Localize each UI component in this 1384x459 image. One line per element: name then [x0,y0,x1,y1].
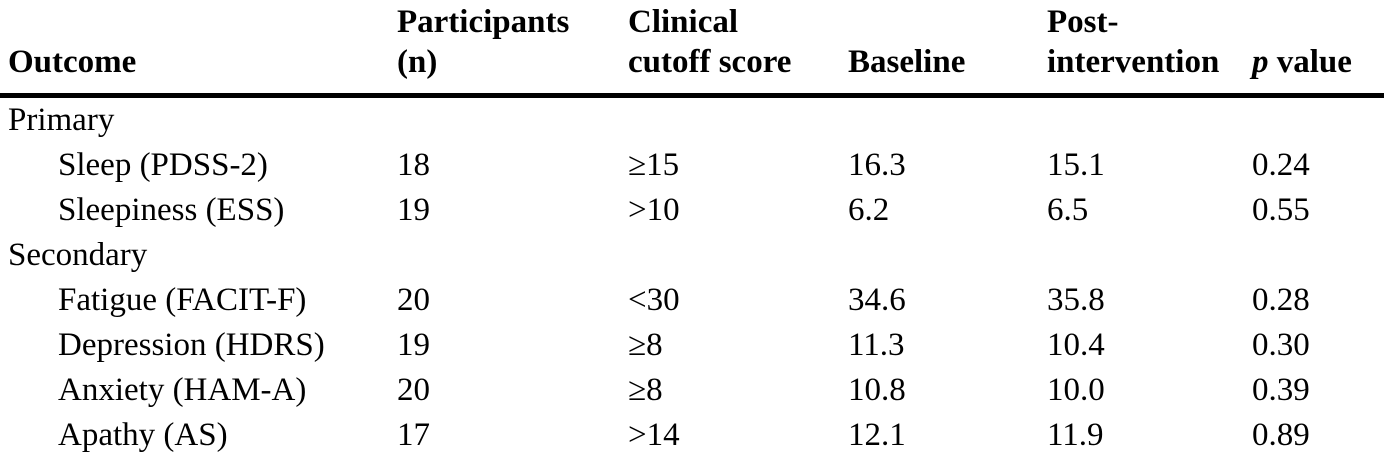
baseline-cell: 10.8 [848,372,906,408]
cutoff-cell: ≥8 [628,372,663,408]
outcome-cell: Sleepiness (ESS) [58,192,285,228]
header-row: Outcome Participants (n) Clinical cutoff… [0,0,1384,98]
p-value-cell [1242,96,1384,144]
post-intervention-cell: 6.5 [1047,192,1089,228]
p-value-cell: 0.89 [1252,417,1310,453]
participants-cell: 17 [397,417,430,453]
baseline-cell: 6.2 [848,192,890,228]
outcome-cell: Apathy (AS) [58,417,228,453]
participants-cell: 20 [397,372,430,408]
baseline-cell: 34.6 [848,282,906,318]
cutoff-cell [618,233,838,278]
participants-cell: 19 [397,192,430,228]
section-row-primary: Primary [0,96,1384,144]
post-intervention-cell: 11.9 [1047,417,1104,453]
table-row: Sleepiness (ESS) 19 >10 6.2 6.5 0.55 [0,188,1384,233]
table-header: Outcome Participants (n) Clinical cutoff… [0,0,1384,98]
post-intervention-cell: 10.0 [1047,372,1105,408]
p-value-cell [1242,233,1384,278]
post-intervention-cell [1037,233,1242,278]
baseline-cell: 11.3 [848,327,905,363]
post-intervention-cell [1037,96,1242,144]
participants-cell [387,96,618,144]
post-intervention-cell: 35.8 [1047,282,1105,318]
outcome-cell: Fatigue (FACIT-F) [58,282,307,318]
cutoff-cell: ≥15 [628,147,680,183]
p-value-italic-p: p [1252,44,1269,80]
table-row: Sleep (PDSS-2) 18 ≥15 16.3 15.1 0.24 [0,143,1384,188]
cutoff-cell [618,96,838,144]
p-value-rest: value [1268,44,1352,80]
baseline-cell: 16.3 [848,147,906,183]
p-value-cell: 0.30 [1252,327,1310,363]
header-p-value: p value [1242,0,1384,98]
p-value-cell: 0.55 [1252,192,1310,228]
section-label: Primary [8,102,115,138]
p-value-cell: 0.28 [1252,282,1310,318]
outcome-cell: Sleep (PDSS-2) [58,147,268,183]
cutoff-cell: >14 [628,417,680,453]
participants-cell: 18 [397,147,430,183]
header-baseline: Baseline [838,0,1037,98]
header-clinical-cutoff: Clinical cutoff score [618,0,838,98]
participants-cell [387,233,618,278]
table-body: Primary Sleep (PDSS-2) 18 ≥15 16.3 15.1 … [0,96,1384,459]
participants-cell: 19 [397,327,430,363]
post-intervention-cell: 15.1 [1047,147,1105,183]
header-outcome: Outcome [0,0,387,98]
cutoff-cell: ≥8 [628,327,663,363]
outcome-cell: Depression (HDRS) [58,327,325,363]
baseline-cell: 12.1 [848,417,906,453]
outcome-cell: Anxiety (HAM-A) [58,372,307,408]
section-label: Secondary [8,237,148,273]
header-participants: Participants (n) [387,0,618,98]
section-row-secondary: Secondary [0,233,1384,278]
table-row: Anxiety (HAM-A) 20 ≥8 10.8 10.0 0.39 [0,368,1384,413]
cutoff-cell: >10 [628,192,680,228]
baseline-cell [838,233,1037,278]
header-post-intervention: Post- intervention [1037,0,1242,98]
post-intervention-cell: 10.4 [1047,327,1105,363]
participants-cell: 20 [397,282,430,318]
baseline-cell [838,96,1037,144]
p-value-cell: 0.39 [1252,372,1310,408]
p-value-cell: 0.24 [1252,147,1310,183]
table-row: Depression (HDRS) 19 ≥8 11.3 10.4 0.30 [0,323,1384,368]
table-row: Fatigue (FACIT-F) 20 <30 34.6 35.8 0.28 [0,278,1384,323]
table-row: Apathy (AS) 17 >14 12.1 11.9 0.89 [0,413,1384,458]
cutoff-cell: <30 [628,282,680,318]
